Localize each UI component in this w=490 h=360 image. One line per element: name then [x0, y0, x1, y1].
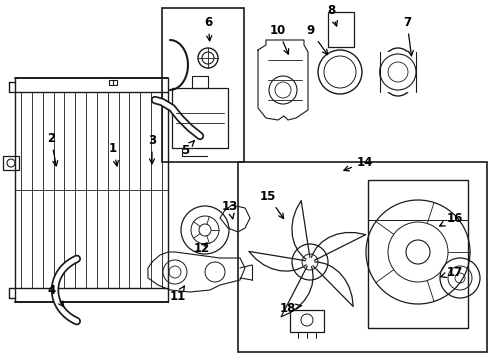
Text: 6: 6	[204, 15, 212, 41]
Text: 11: 11	[170, 286, 186, 302]
Text: 2: 2	[47, 131, 58, 166]
Bar	[172, 88, 228, 148]
Text: 14: 14	[344, 156, 373, 171]
Bar	[238, 162, 487, 352]
Text: 7: 7	[403, 15, 413, 56]
Text: 5: 5	[181, 141, 194, 157]
Text: 4: 4	[48, 284, 64, 307]
Text: 17: 17	[441, 266, 463, 279]
Bar	[192, 76, 208, 88]
Text: 3: 3	[148, 134, 156, 164]
Bar	[328, 12, 354, 47]
Text: 13: 13	[222, 199, 238, 219]
Text: 12: 12	[194, 242, 210, 255]
Text: 10: 10	[270, 23, 289, 54]
Bar	[368, 180, 468, 328]
Text: 1: 1	[109, 141, 119, 166]
Text: 15: 15	[260, 189, 284, 219]
Text: 16: 16	[440, 211, 463, 226]
Bar	[3, 156, 19, 170]
Bar	[109, 80, 117, 85]
Text: 18: 18	[280, 302, 302, 315]
Text: 8: 8	[327, 4, 337, 26]
Bar	[380, 52, 416, 92]
Bar	[162, 8, 244, 162]
Text: 9: 9	[306, 23, 328, 55]
Bar	[290, 310, 324, 332]
